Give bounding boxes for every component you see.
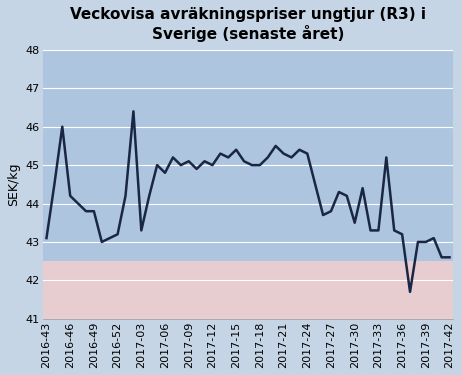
Y-axis label: SEK/kg: SEK/kg — [7, 163, 20, 206]
Bar — [43, 50, 454, 261]
Bar — [43, 261, 454, 319]
Title: Veckovisa avräkningspriser ungtjur (R3) i
Sverige (senaste året): Veckovisa avräkningspriser ungtjur (R3) … — [70, 7, 426, 42]
